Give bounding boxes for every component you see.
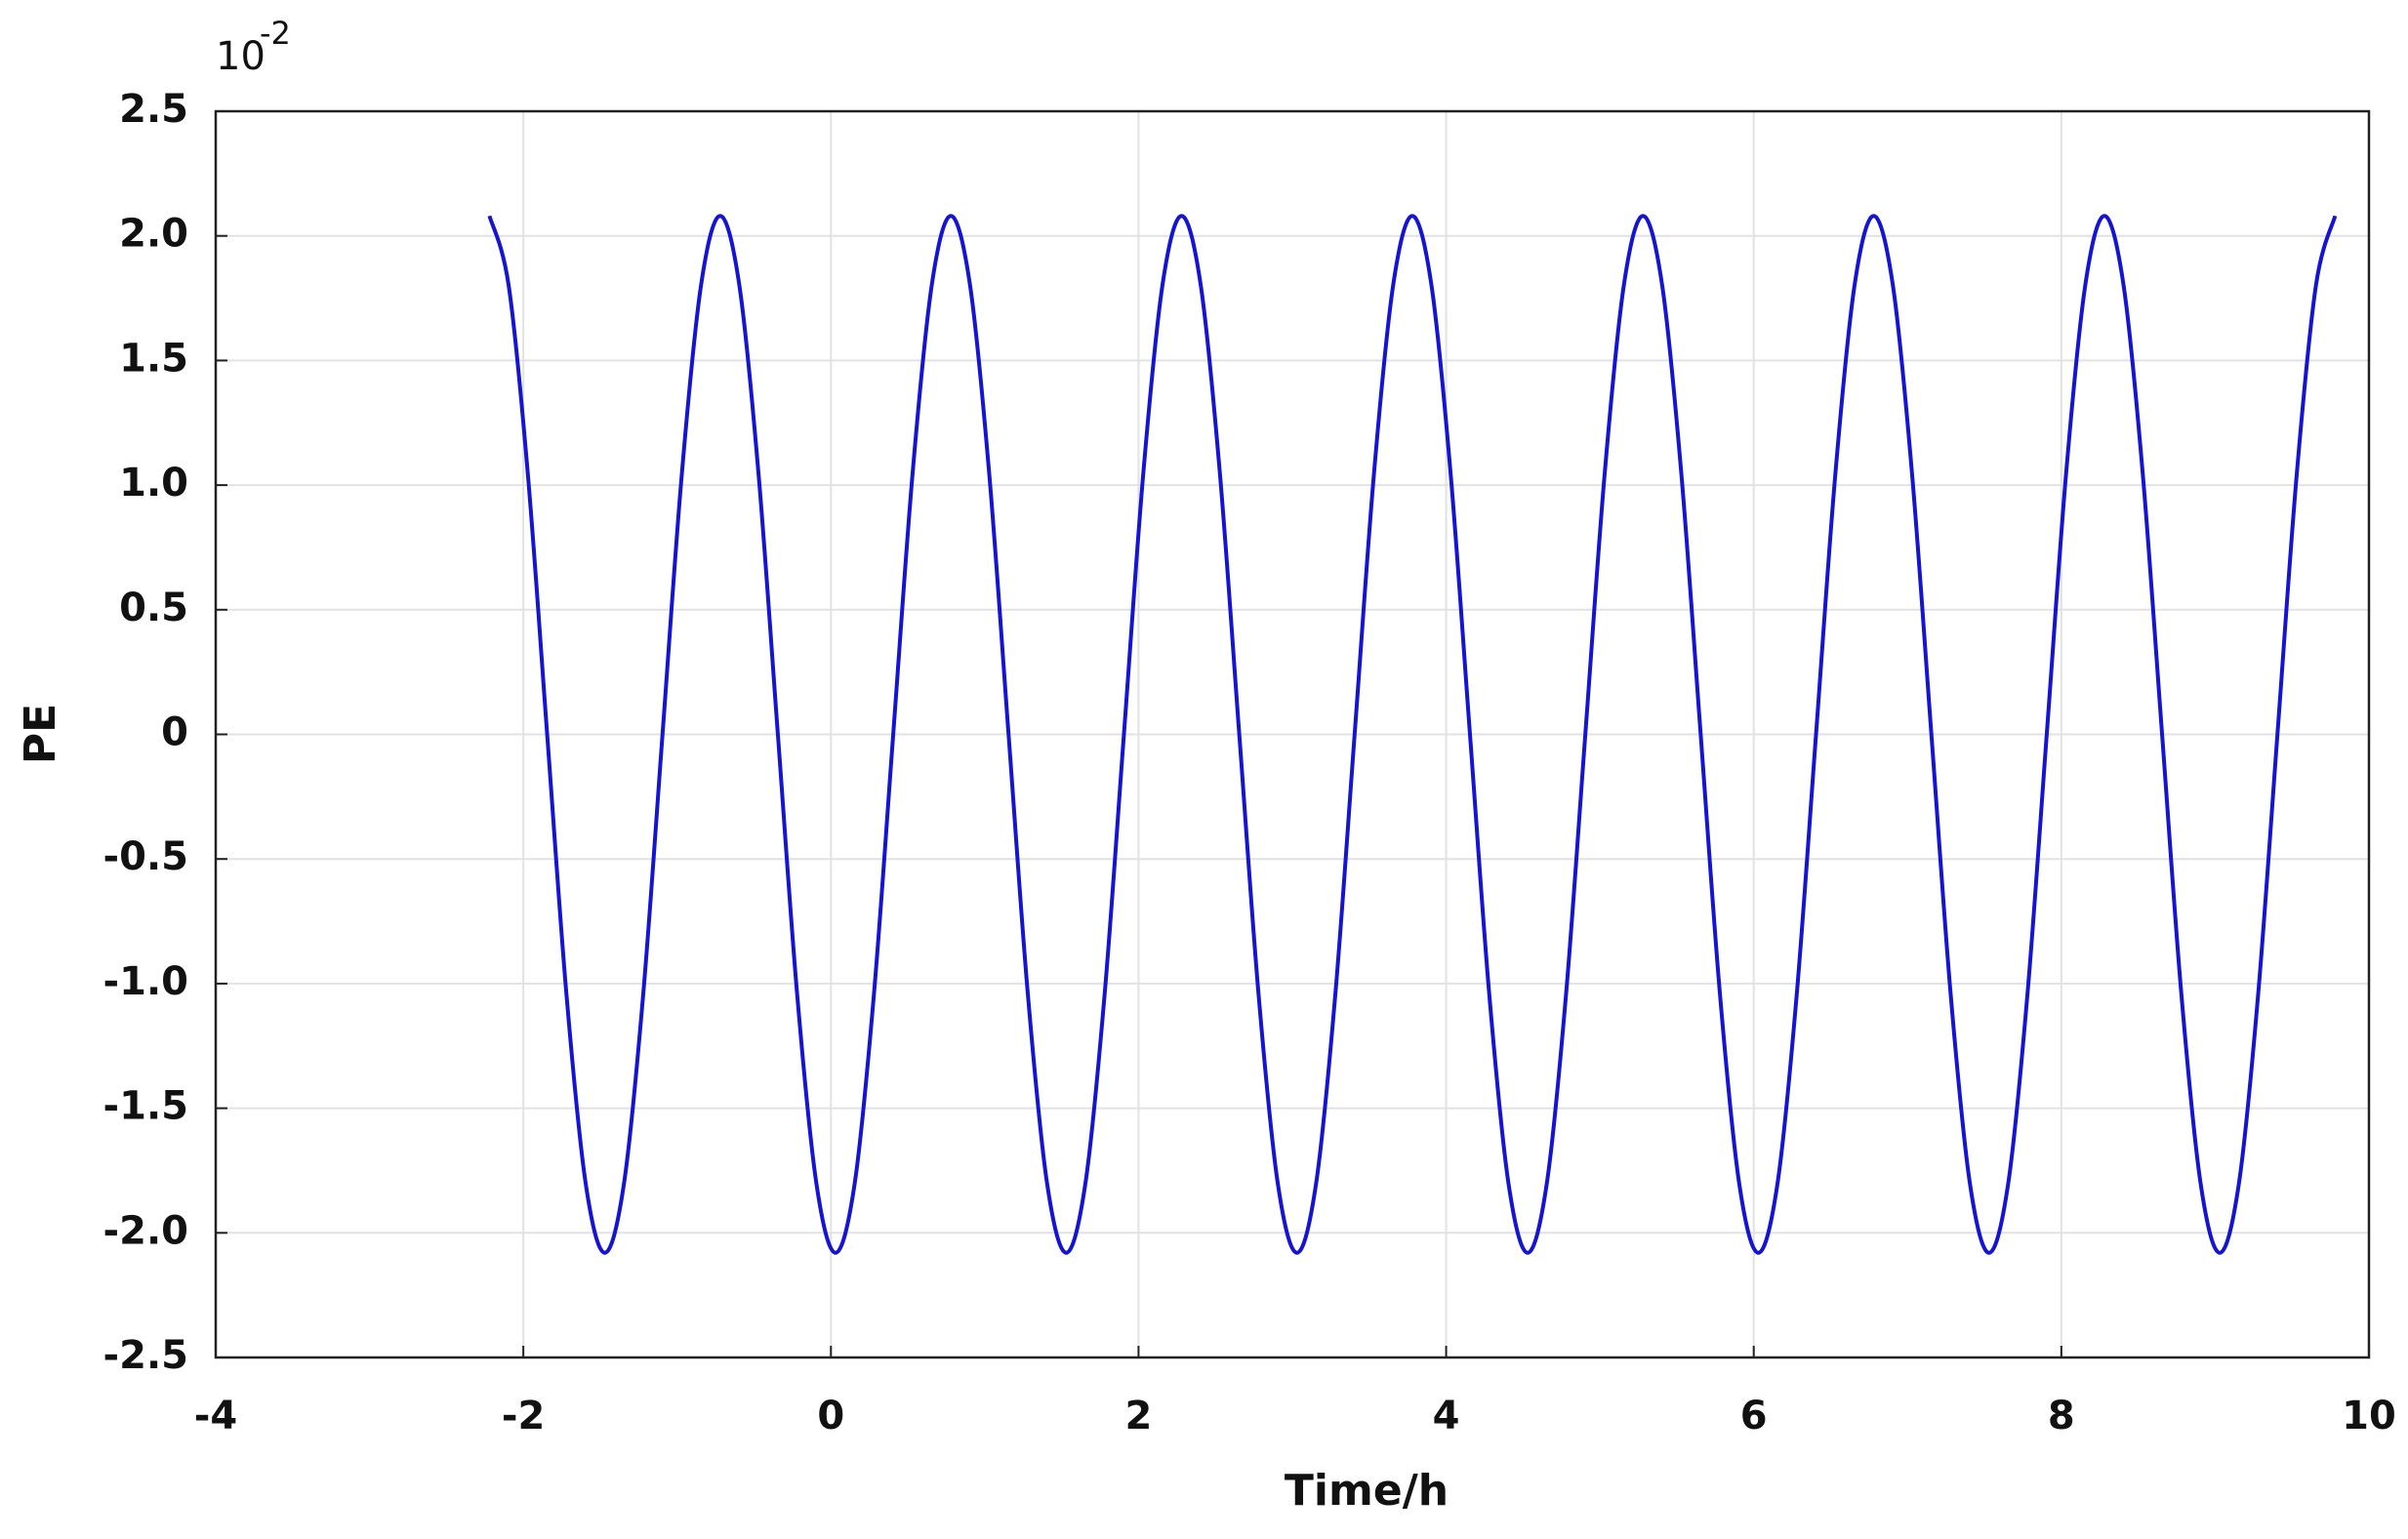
y-tick-label: 2.0	[119, 212, 188, 257]
y-exponent: -2	[260, 15, 291, 52]
y-tick-label: 0	[161, 710, 188, 755]
x-tick-label: 6	[1740, 1394, 1768, 1438]
y-tick-label: -1.0	[103, 959, 188, 1004]
y-tick-label: -1.5	[103, 1084, 188, 1129]
x-tick-label: 8	[2048, 1394, 2075, 1438]
x-tick-label: -2	[502, 1394, 545, 1438]
y-axis-title: PE	[16, 704, 65, 764]
x-tick-label: 10	[2342, 1394, 2396, 1438]
y-tick-label: 1.0	[119, 461, 188, 506]
x-tick-label: -4	[194, 1394, 237, 1438]
y-tick-label: 1.5	[119, 336, 188, 381]
data-line	[487, 214, 2338, 1255]
x-axis-title: Time/h	[1285, 1466, 1449, 1516]
y-tick-label: 0.5	[119, 586, 188, 630]
x-tick-label: 4	[1433, 1394, 1460, 1438]
x-tick-label: 2	[1125, 1394, 1153, 1438]
x-tick-label: 0	[817, 1394, 844, 1438]
y-tick-label: 2.5	[119, 87, 188, 132]
y-exponent-base: 10	[216, 34, 265, 79]
y-tick-label: -2.5	[103, 1333, 188, 1378]
y-tick-label: -0.5	[103, 834, 188, 879]
y-tick-label: -2.0	[103, 1208, 188, 1253]
plot-frame	[214, 109, 2371, 1359]
